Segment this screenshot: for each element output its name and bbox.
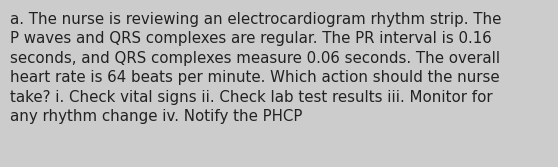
Text: a. The nurse is reviewing an electrocardiogram rhythm strip. The
P waves and QRS: a. The nurse is reviewing an electrocard… <box>10 12 502 124</box>
